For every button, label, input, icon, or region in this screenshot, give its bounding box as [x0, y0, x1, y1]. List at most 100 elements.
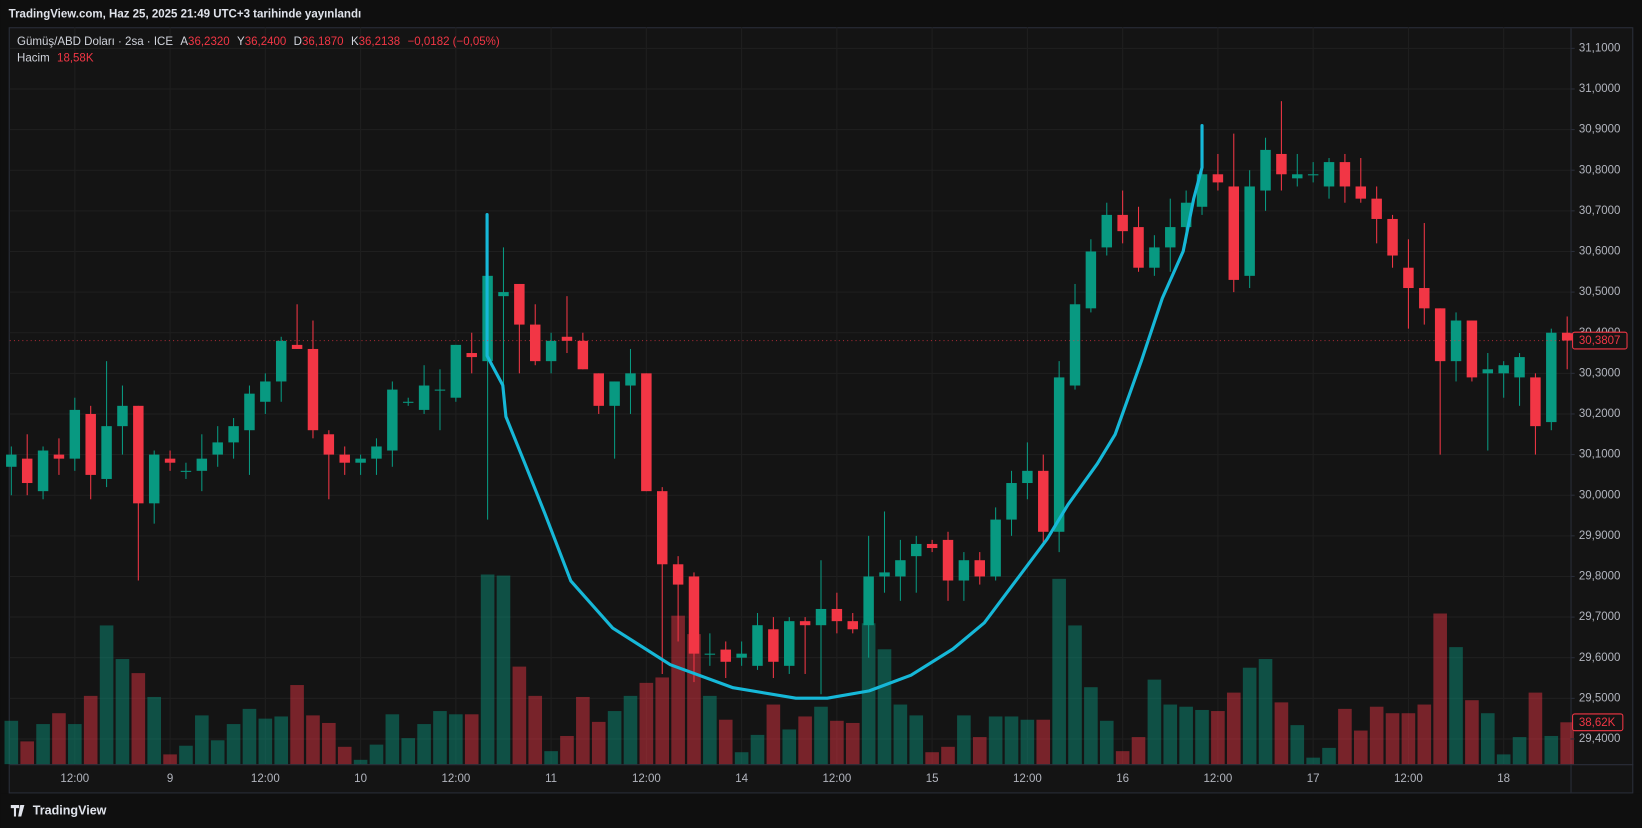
y-tick-label: 30,8000 [1579, 164, 1621, 176]
candle-body [69, 409, 81, 459]
last-price-box [1572, 331, 1628, 350]
candle-body [799, 621, 811, 626]
volume-bar [401, 738, 416, 765]
volume-bar [1417, 704, 1432, 765]
candle-body [1434, 308, 1446, 362]
candle-body [6, 454, 17, 467]
candles [6, 101, 1573, 695]
volume-bar [1258, 659, 1273, 765]
x-tick-label: 12:00 [1204, 773, 1233, 785]
volume-bar [782, 729, 797, 765]
candle-body [228, 426, 239, 443]
candle-body [625, 373, 636, 386]
candle-body [1466, 320, 1478, 378]
candle-body [1006, 483, 1017, 520]
volume-bar [671, 615, 685, 765]
candle-body [672, 564, 684, 585]
candle-body [1307, 174, 1319, 176]
volume-bar [369, 744, 384, 765]
volume-bar [877, 649, 892, 765]
volume-bar [195, 715, 209, 765]
volume-bar [179, 745, 193, 765]
volume-bar [734, 752, 749, 765]
y-tick-label: 30,9000 [1579, 124, 1621, 136]
candle-body [1498, 365, 1509, 374]
candle-body [593, 373, 604, 406]
volume-bar [766, 704, 781, 765]
volume-bar [941, 746, 955, 765]
candle-body [879, 572, 890, 577]
footer-bar [0, 793, 1642, 828]
candle-body [1133, 227, 1144, 268]
candle-body [1530, 377, 1541, 427]
volume-bar [814, 706, 828, 765]
footer-logo [10, 804, 25, 817]
candle-body [1022, 470, 1033, 484]
candle-body [911, 543, 922, 557]
candle-body [768, 629, 779, 662]
candle-body [275, 340, 287, 382]
volume-bar [830, 720, 844, 765]
volume-bar [1338, 708, 1352, 765]
y-tick-label: 29,5000 [1579, 692, 1621, 704]
candle-body [1276, 153, 1287, 175]
volume-bar [210, 740, 225, 765]
candle-body [355, 458, 366, 463]
volume-bar [1004, 716, 1019, 765]
legend-high: 36,2400 [245, 36, 287, 48]
volume-bar [988, 716, 1003, 765]
candle-body [291, 344, 303, 349]
volume-bar [52, 713, 66, 765]
candle-body [1228, 186, 1240, 280]
x-tick-label: 12:00 [251, 773, 280, 785]
volume-bar [1274, 702, 1289, 765]
volume-bar [655, 677, 670, 765]
candle-body [466, 353, 477, 358]
volume-bar [242, 708, 257, 765]
candle-body [450, 344, 462, 398]
candle-body [37, 450, 49, 492]
volume-bar [337, 746, 352, 765]
candle-body [1212, 174, 1224, 183]
volume-bar [718, 719, 733, 765]
volume-bar [1544, 735, 1559, 765]
volume-bar [544, 751, 558, 765]
x-tick-label: 12:00 [632, 773, 661, 785]
y-tick-label: 30,3000 [1579, 367, 1621, 379]
volume-bar [433, 711, 447, 765]
candle-body [1038, 470, 1049, 532]
candle-body [831, 608, 843, 622]
legend-low: 36,1870 [302, 36, 344, 48]
volume-bar [639, 682, 654, 765]
candle-body [212, 442, 223, 455]
volume-bar [115, 659, 130, 765]
candle-body [1149, 247, 1160, 268]
candle-body [1260, 149, 1271, 191]
volume-bar [623, 695, 638, 765]
volume-bar [1099, 720, 1114, 765]
y-tick-label: 31,1000 [1579, 42, 1621, 54]
x-tick-label: 16 [1116, 773, 1129, 785]
candle-body [387, 389, 398, 451]
volume-bar [226, 724, 241, 765]
volume-bar [1480, 713, 1495, 765]
volume-bar [1147, 679, 1162, 765]
published-note: TradingView.com, Haz 25, 2025 21:49 UTC+… [9, 9, 361, 21]
candle-body [21, 458, 33, 484]
volume-bar [464, 714, 479, 765]
volume-bar [1512, 737, 1527, 765]
x-tick-label: 12:00 [822, 773, 851, 785]
candle-body [1387, 218, 1398, 256]
x-tick-label: 12:00 [441, 773, 470, 785]
candle-body [545, 340, 557, 362]
last-price-label: 30,3807 [1579, 335, 1621, 347]
volume-bar [703, 695, 717, 765]
volume-bar [1084, 687, 1098, 765]
candle-body [784, 621, 795, 666]
volume-bar [147, 696, 162, 765]
candle-body [577, 340, 589, 370]
candle-body [339, 454, 350, 463]
volume-bar [1433, 613, 1447, 765]
candle-body [1482, 369, 1494, 374]
candle-body [418, 385, 430, 410]
